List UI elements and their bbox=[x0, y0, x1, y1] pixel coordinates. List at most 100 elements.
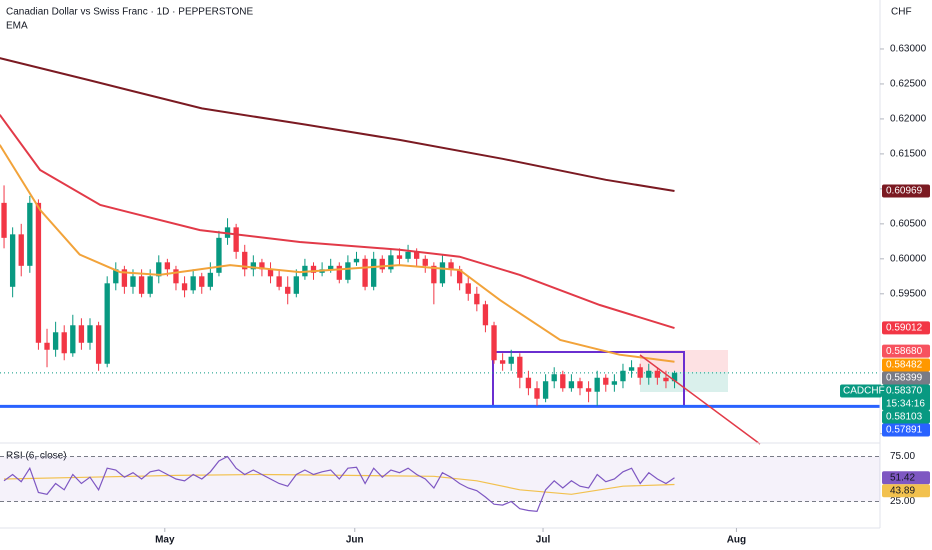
indicator-label: EMA bbox=[6, 21, 28, 32]
candle-body bbox=[603, 377, 609, 385]
candle-body bbox=[267, 269, 274, 277]
candle-body bbox=[388, 255, 394, 270]
x-tick-label: May bbox=[155, 535, 175, 546]
y-tick-label: 0.60500 bbox=[890, 218, 927, 229]
candle-body bbox=[181, 283, 188, 291]
candle-body bbox=[250, 262, 256, 270]
x-tick-label: Jul bbox=[536, 535, 551, 546]
y-tick-label: 0.62500 bbox=[890, 79, 927, 90]
ema-line bbox=[0, 114, 675, 330]
candle-body bbox=[628, 367, 635, 371]
rsi-tag bbox=[882, 471, 930, 485]
candle-body bbox=[551, 374, 557, 382]
candle-body bbox=[259, 262, 265, 270]
candle-body bbox=[474, 293, 480, 305]
candle-body bbox=[190, 276, 196, 291]
price-tag bbox=[882, 423, 930, 437]
rsi-tick-label: 25.00 bbox=[890, 496, 915, 507]
rsi-tag-label: 43.89 bbox=[890, 485, 915, 496]
candle-body bbox=[44, 342, 50, 350]
candle-body bbox=[95, 325, 102, 364]
rsi-ma-line bbox=[3, 473, 675, 495]
candle-body bbox=[1, 202, 7, 238]
candle-body bbox=[456, 269, 463, 284]
candle-body bbox=[663, 377, 669, 382]
y-tick-label: 0.60000 bbox=[890, 253, 927, 264]
candle-body bbox=[70, 325, 76, 354]
candle-body bbox=[35, 202, 42, 343]
candle-body bbox=[431, 265, 437, 284]
candle-body bbox=[328, 265, 334, 270]
price-tag bbox=[882, 321, 930, 335]
candle-body bbox=[362, 258, 368, 287]
candle-body bbox=[130, 276, 136, 287]
candle-body bbox=[491, 325, 497, 361]
price-tag-label: 0.58370 bbox=[886, 386, 923, 397]
trend-line bbox=[639, 354, 761, 445]
y-tick-label: 0.62000 bbox=[890, 114, 927, 125]
ema-line bbox=[0, 57, 675, 192]
candle-body bbox=[285, 286, 291, 294]
candle-body bbox=[525, 377, 532, 389]
y-tick-label: 0.63000 bbox=[890, 44, 927, 55]
rsi-line bbox=[3, 455, 675, 513]
candle-body bbox=[207, 272, 214, 287]
candle-body bbox=[216, 237, 222, 273]
candle-body bbox=[611, 381, 618, 385]
candle-body bbox=[164, 262, 171, 270]
candle-body bbox=[61, 332, 67, 354]
candle-body bbox=[413, 251, 420, 259]
candle-body bbox=[499, 360, 506, 364]
candle-body bbox=[345, 262, 351, 280]
candle-body bbox=[405, 251, 411, 259]
candle-body bbox=[113, 269, 119, 284]
candle-body bbox=[242, 251, 248, 270]
currency: CHF bbox=[891, 7, 912, 18]
candle-body bbox=[336, 265, 342, 280]
candle-body bbox=[276, 276, 282, 287]
rsi-tag-label: 51.42 bbox=[890, 472, 915, 483]
chart-title: Canadian Dollar vs Swiss Franc · 1D · PE… bbox=[6, 7, 253, 18]
price-tag-label: 0.57891 bbox=[886, 425, 923, 436]
rsi-tag bbox=[882, 484, 930, 498]
candle-body bbox=[233, 227, 239, 252]
price-tag bbox=[882, 344, 930, 358]
candle-body bbox=[156, 262, 162, 277]
candle-body bbox=[637, 367, 643, 378]
candle-body bbox=[52, 332, 59, 350]
candle-body bbox=[646, 370, 652, 378]
candle-body bbox=[121, 269, 128, 287]
candle-body bbox=[439, 262, 446, 284]
price-tag bbox=[882, 410, 930, 424]
candle-body bbox=[448, 262, 454, 270]
candle-body bbox=[18, 234, 24, 266]
x-tick-label: Jun bbox=[346, 535, 364, 546]
candle-body bbox=[199, 276, 205, 287]
price-tag bbox=[882, 358, 930, 372]
y-tick-label: 0.61500 bbox=[890, 149, 927, 160]
price-tag-label: 0.60969 bbox=[886, 186, 923, 197]
price-tag-label: 0.58482 bbox=[886, 360, 923, 371]
candle-body bbox=[568, 381, 575, 389]
price-tag-label: 0.59012 bbox=[886, 323, 923, 334]
candle-body bbox=[620, 370, 626, 382]
candle-body bbox=[9, 234, 16, 287]
candle-body bbox=[310, 265, 317, 273]
candle-body bbox=[560, 374, 566, 389]
countdown: 15:34:16 bbox=[886, 399, 925, 410]
candle-body bbox=[27, 202, 33, 266]
candle-body bbox=[422, 258, 428, 266]
x-tick-label: Aug bbox=[727, 535, 746, 546]
candle-body bbox=[482, 304, 489, 326]
candle-body bbox=[173, 269, 179, 284]
candle-body bbox=[293, 276, 299, 294]
candle-body bbox=[147, 276, 153, 294]
symbol-label: CADCHF bbox=[843, 386, 885, 397]
price-tag-label: 0.58399 bbox=[886, 373, 923, 384]
candle-body bbox=[542, 381, 549, 399]
ema-line bbox=[0, 144, 675, 363]
price-tag bbox=[882, 371, 930, 385]
price-tag-label: 0.58103 bbox=[886, 412, 923, 423]
candle-body bbox=[353, 258, 360, 263]
